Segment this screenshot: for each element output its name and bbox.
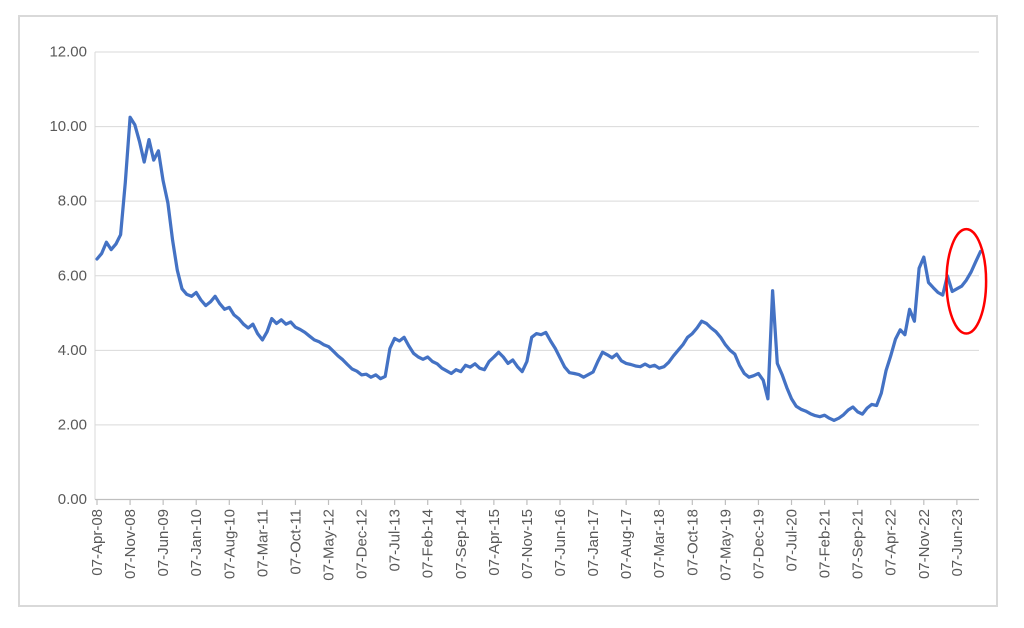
x-axis-tick-label: 07-Apr-08 [89, 509, 106, 576]
x-axis-tick-label: 07-Oct-18 [684, 509, 701, 576]
x-axis-tick-label: 07-Sep-14 [453, 509, 470, 579]
gridlines [95, 51, 979, 426]
x-axis-tick-label: 07-Mar-11 [254, 509, 271, 577]
chart-frame: 0.00 2.00 4.00 6.00 8.00 10.00 12.00 07-Apr-08… [18, 15, 998, 607]
x-axis-tick-label: 07-Oct-11 [287, 509, 304, 575]
x-axis-tick-label: 07-Apr-15 [486, 509, 503, 576]
y-axis-tick-label: 12.00 [49, 44, 87, 61]
x-axis-tick-label: 07-Jan-17 [585, 509, 602, 577]
x-axis-tick-label: 07-Feb-14 [420, 509, 437, 578]
data-line-series-1 [95, 115, 983, 423]
x-axis-tick-label: 07-Dec-12 [354, 509, 371, 579]
x-axis [94, 52, 979, 505]
x-axis-tick-label: 07-Aug-10 [221, 509, 238, 579]
x-axis-tick-label: 07-May-19 [717, 509, 734, 581]
x-axis-tick-label: 07-Dec-19 [750, 509, 767, 579]
y-axis-tick-label: 4.00 [58, 342, 87, 359]
highlight-ellipse-annotation [945, 227, 988, 335]
y-axis-tick-label: 8.00 [58, 193, 87, 210]
y-axis-tick-label: 2.00 [58, 416, 87, 433]
x-axis-tick-label: 07-Nov-15 [519, 509, 536, 579]
x-axis-tick-label: 07-Apr-22 [883, 509, 900, 576]
y-axis-tick-label: 6.00 [58, 267, 87, 284]
y-axis-tick-label: 0.00 [58, 491, 87, 508]
x-axis-tick-label: 07-Feb-21 [817, 509, 834, 578]
x-axis-tick-label: 07-Nov-22 [916, 509, 933, 579]
x-axis-tick-label: 07-Jul-13 [387, 509, 404, 572]
x-axis-tick-label: 07-Jul-20 [784, 509, 801, 572]
x-axis-tick-label: 07-Jun-23 [949, 509, 966, 577]
y-axis-tick-labels: 0.00 2.00 4.00 6.00 8.00 10.00 12.00 [49, 44, 87, 509]
y-axis-tick-label: 10.00 [49, 118, 87, 135]
x-axis-tick-label: 07-Jan-10 [188, 509, 205, 577]
x-axis-tick-label: 07-Sep-21 [850, 509, 867, 579]
x-axis-tick-labels: 07-Apr-08 07-Nov-08 07-Jun-09 07-Jan-10 07-A… [89, 509, 966, 581]
x-axis-tick-label: 07-Nov-08 [122, 509, 139, 579]
x-axis-tick-label: 07-Jun-09 [155, 509, 172, 577]
x-axis-tick-label: 07-Aug-17 [618, 509, 635, 579]
x-axis-tick-label: 07-Jun-16 [552, 509, 569, 577]
x-axis-tick-label: 07-Mar-18 [651, 509, 668, 578]
x-axis-tick-label: 07-May-12 [321, 509, 338, 581]
